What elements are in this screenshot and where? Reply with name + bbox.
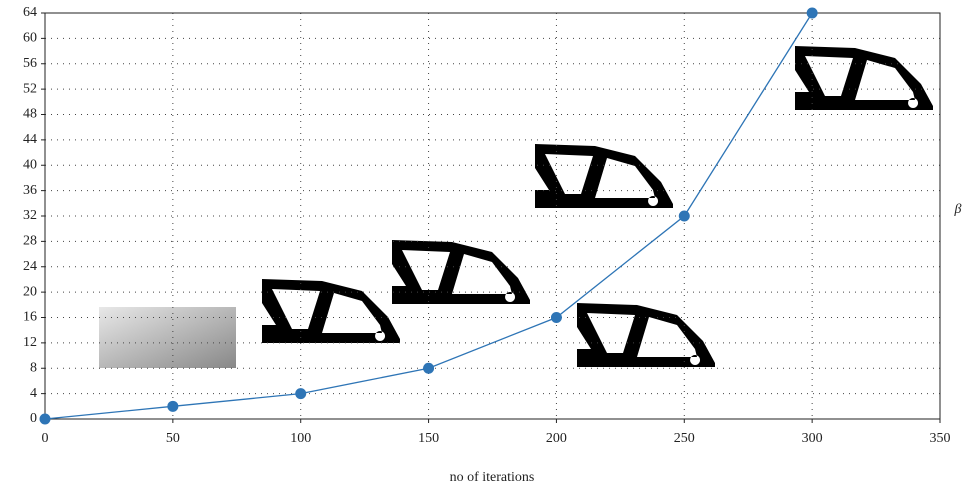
y-tick-label: 60	[23, 31, 37, 46]
y-tick-label: 44	[23, 132, 37, 147]
y-tick-label: 12	[23, 335, 37, 350]
point	[679, 211, 690, 222]
point	[551, 312, 562, 323]
y-tick-label: 8	[30, 360, 37, 375]
inset-image	[535, 144, 673, 208]
x-tick-label: 250	[674, 431, 695, 446]
x-tick-label: 300	[802, 431, 823, 446]
y-tick-label: 48	[23, 107, 37, 122]
inset-image	[795, 46, 933, 110]
x-tick-label: 100	[290, 431, 311, 446]
point	[167, 401, 178, 412]
x-tick-label: 0	[42, 431, 49, 446]
y-tick-label: 32	[23, 208, 37, 223]
x-tick-label: 50	[166, 431, 180, 446]
inset-image	[262, 279, 400, 343]
point	[40, 414, 51, 425]
point	[807, 8, 818, 19]
y-tick-label: 24	[23, 259, 37, 274]
inset-image	[392, 240, 530, 304]
y-tick-label: 0	[30, 411, 37, 426]
y-tick-label: 56	[23, 56, 37, 71]
y-tick-label: 20	[23, 284, 37, 299]
y-axis-label: β	[954, 202, 962, 217]
inset-image	[99, 307, 236, 368]
y-tick-label: 36	[23, 183, 37, 198]
inset-image	[577, 303, 715, 367]
y-tick-label: 4	[30, 386, 37, 401]
point	[295, 388, 306, 399]
x-axis-label: no of iterations	[450, 470, 535, 485]
x-tick-label: 350	[930, 431, 951, 446]
y-tick-label: 28	[23, 234, 37, 249]
x-tick-label: 150	[418, 431, 439, 446]
insets	[99, 46, 933, 368]
x-tick-label: 200	[546, 431, 567, 446]
chart: no of iterations β 048121620242832364044…	[0, 0, 974, 490]
point	[423, 363, 434, 374]
y-tick-label: 40	[23, 157, 37, 172]
y-tick-label: 52	[23, 81, 37, 96]
y-tick-label: 64	[23, 5, 37, 20]
y-tick-label: 16	[23, 310, 37, 325]
